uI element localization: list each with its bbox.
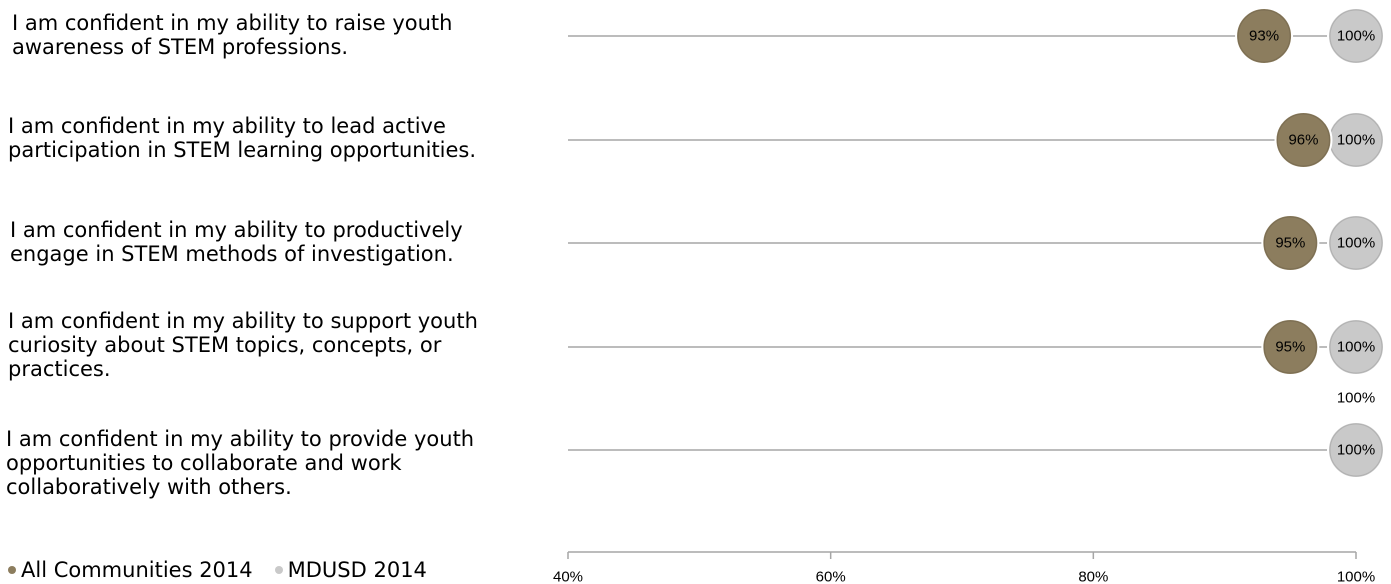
legend-item-mdusd: MDUSD 2014 xyxy=(274,558,427,582)
data-label-all-communities-2: 96% xyxy=(1288,132,1318,149)
category-label-5-line-3: collaboratively with others. xyxy=(6,475,292,499)
legend-label-all-communities: All Communities 2014 xyxy=(21,558,253,582)
x-tick-label-100: 100% xyxy=(1337,569,1375,584)
data-label-all-communities-5: 100% xyxy=(1337,390,1375,407)
category-label-1-line-1: I am confident in my ability to raise yo… xyxy=(12,11,453,35)
marker-ring-mdusd-1 xyxy=(1329,9,1383,63)
data-label-mdusd-3: 100% xyxy=(1337,235,1375,252)
marker-ring-mdusd-5 xyxy=(1329,423,1383,477)
marker-all-communities-2 xyxy=(1274,111,1333,169)
data-label-mdusd-5: 100% xyxy=(1337,442,1375,459)
marker-mdusd-3 xyxy=(1327,214,1385,272)
category-label-2-line-1: I am confident in my ability to lead act… xyxy=(8,114,446,138)
category-labels: I am confident in my ability to raise yo… xyxy=(0,0,560,584)
marker-mdusd-1 xyxy=(1327,7,1385,65)
data-label-mdusd-2: 100% xyxy=(1337,132,1375,149)
marker-ring-mdusd-3 xyxy=(1329,216,1383,270)
legend-marker-all-communities xyxy=(8,566,16,574)
data-label-all-communities-1: 93% xyxy=(1249,28,1279,45)
marker-mdusd-5 xyxy=(1327,421,1385,479)
category-label-1: I am confident in my ability to raise yo… xyxy=(12,11,452,59)
category-label-4-line-3: practices. xyxy=(8,357,111,381)
legend: All Communities 2014 MDUSD 2014 xyxy=(8,557,449,583)
category-label-5: I am confident in my ability to provide … xyxy=(6,427,474,499)
data-label-mdusd-1: 100% xyxy=(1337,28,1375,45)
marker-all-communities-1 xyxy=(1235,7,1294,65)
category-label-2: I am confident in my ability to lead act… xyxy=(8,114,476,162)
marker-ring-mdusd-4 xyxy=(1329,320,1383,374)
category-label-1-line-2: awareness of STEM professions. xyxy=(12,35,349,59)
marker-all-communities-4 xyxy=(1261,318,1320,376)
marker-all-communities-3 xyxy=(1261,214,1320,272)
category-label-4-line-2: curiosity about STEM topics, concepts, o… xyxy=(8,333,442,357)
marker-mdusd-4 xyxy=(1327,318,1385,376)
category-label-4: I am confident in my ability to support … xyxy=(8,309,478,381)
category-label-3-line-1: I am confident in my ability to producti… xyxy=(10,218,463,242)
x-tick-label-40: 40% xyxy=(553,569,583,584)
marker-ring-all-communities-4 xyxy=(1263,320,1317,374)
data-label-all-communities-3: 95% xyxy=(1275,235,1305,252)
category-label-3-line-2: engage in STEM methods of investigation. xyxy=(10,242,454,266)
category-label-3: I am confident in my ability to producti… xyxy=(10,218,463,266)
data-label-all-communities-4: 95% xyxy=(1275,339,1305,356)
x-tick-label-60: 60% xyxy=(816,569,846,584)
category-label-5-line-1: I am confident in my ability to provide … xyxy=(6,427,475,451)
marker-ring-all-communities-2 xyxy=(1276,113,1330,167)
legend-label-mdusd: MDUSD 2014 xyxy=(287,558,427,582)
category-label-5-line-2: opportunities to collaborate and work xyxy=(6,451,402,475)
x-tick-label-80: 80% xyxy=(1078,569,1108,584)
category-label-2-line-2: participation in STEM learning opportuni… xyxy=(8,138,477,162)
category-label-4-line-1: I am confident in my ability to support … xyxy=(8,309,478,333)
legend-item-all-communities: All Communities 2014 xyxy=(8,558,253,582)
marker-ring-all-communities-1 xyxy=(1237,9,1291,63)
data-label-mdusd-4: 100% xyxy=(1337,339,1375,356)
legend-marker-mdusd xyxy=(274,566,283,574)
marker-ring-all-communities-3 xyxy=(1263,216,1317,270)
